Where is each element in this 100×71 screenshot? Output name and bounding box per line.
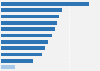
Bar (1, 65, 14, 69)
Bar (1, 40, 48, 44)
Bar (1, 21, 57, 25)
Bar (1, 8, 62, 12)
Bar (1, 34, 52, 37)
Bar (1, 2, 89, 6)
Bar (1, 27, 55, 31)
Bar (1, 15, 59, 18)
Bar (1, 59, 33, 63)
Bar (1, 46, 45, 50)
Bar (1, 53, 42, 56)
